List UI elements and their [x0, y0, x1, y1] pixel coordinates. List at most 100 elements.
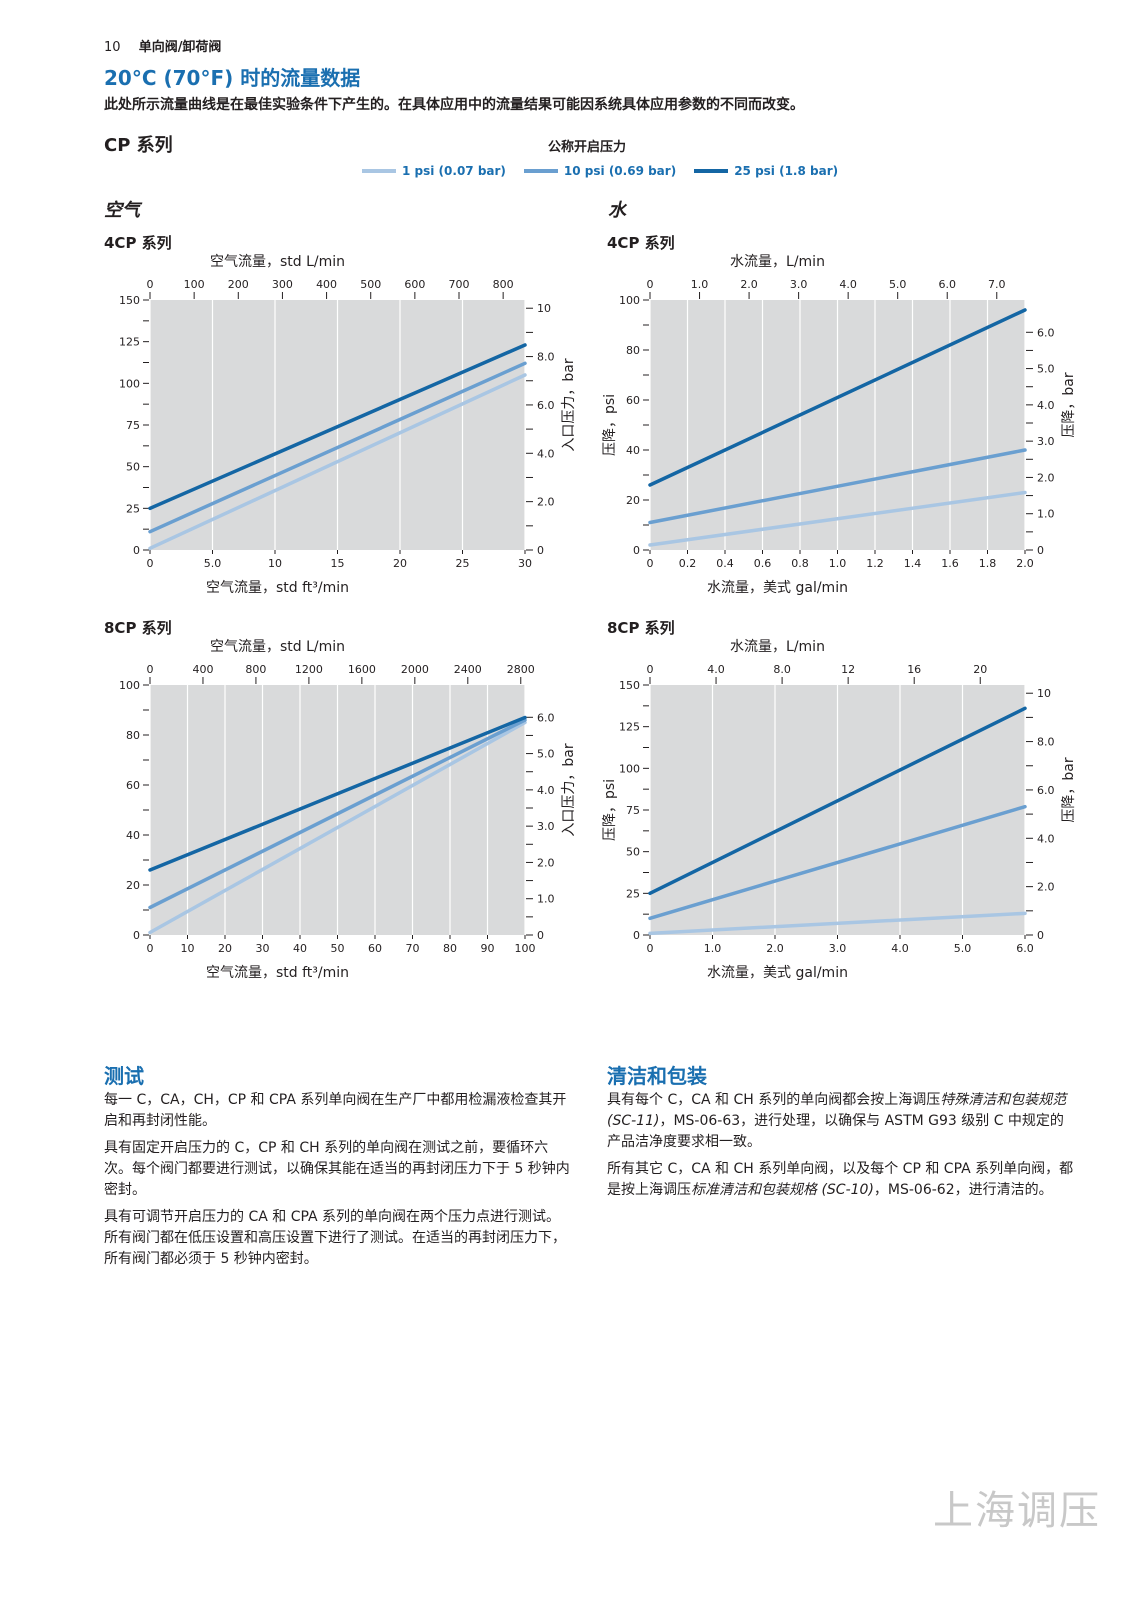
- x-tick-label: 3.0: [829, 942, 847, 955]
- x2-tick-label: 500: [360, 278, 381, 291]
- y2-tick-label: 0: [537, 929, 544, 942]
- x-tick-label: 1.8: [979, 557, 997, 570]
- x2-tick-label: 4.0: [707, 663, 725, 676]
- x2-tick-label: 2000: [401, 663, 429, 676]
- x-tick-label: 0: [647, 557, 654, 570]
- x-axis-label: 空气流量，std ft³/min: [206, 965, 349, 981]
- x2-tick-label: 8.0: [773, 663, 791, 676]
- legend-item-25psi: 25 psi (1.8 bar): [694, 164, 838, 178]
- y2-axis-label: 压降，bar: [1061, 372, 1077, 437]
- x-tick-label: 1.0: [829, 557, 847, 570]
- x-tick-label: 80: [443, 942, 457, 955]
- page-number: 10: [104, 40, 121, 55]
- cleaning-text: 具有每个 C，CA 和 CH 系列的单向阀都会按上海调压特殊清洁和包装规范 (S…: [607, 1090, 1077, 1207]
- x2-tick-label: 0: [647, 663, 654, 676]
- x-tick-label: 6.0: [1016, 942, 1034, 955]
- y2-tick-label: 3.0: [537, 820, 555, 833]
- y2-axis-label: 压降，bar: [1061, 757, 1077, 822]
- y-axis-label: 压降，psi: [602, 394, 618, 456]
- series-line: [148, 361, 527, 534]
- y2-tick-label: 8.0: [1037, 736, 1055, 749]
- x-axis-label: 水流量，美式 gal/min: [707, 580, 848, 596]
- y2-tick-label: 0: [1037, 544, 1044, 557]
- y2-axis-label: 入口压力，bar: [561, 743, 577, 836]
- x2-axis-label: 水流量，L/min: [730, 254, 825, 270]
- x2-axis-label: 水流量，L/min: [730, 639, 825, 655]
- testing-text: 每一 C，CA，CH，CP 和 CPA 系列单向阀在生产厂中都用检漏液检查其开启…: [104, 1090, 574, 1276]
- chart-water-8cp: 0 1.0 2.0 3.0 4.0 5.0 6.00 4.0 8.0 12 16 2002550751…: [602, 639, 1077, 981]
- chart-title-water-4cp: 4CP 系列: [607, 234, 675, 252]
- page-title: 20°C (70°F) 时的流量数据: [104, 66, 361, 90]
- x-tick-label: 0.4: [716, 557, 734, 570]
- series-line: [148, 343, 527, 511]
- x-tick-label: 10: [268, 557, 282, 570]
- y2-tick-label: 4.0: [537, 784, 555, 797]
- legend: 1 psi (0.07 bar) 10 psi (0.69 bar) 25 ps…: [362, 164, 838, 178]
- y2-tick-label: 10: [1037, 687, 1051, 700]
- legend-swatch-1psi: [362, 169, 396, 173]
- legend-item-1psi: 1 psi (0.07 bar): [362, 164, 506, 178]
- x2-tick-label: 2800: [507, 663, 535, 676]
- y-tick-label: 20: [126, 879, 140, 892]
- cleaning-p2-text-end: ，MS-06-62，进行清洁的。: [873, 1182, 1053, 1198]
- x-tick-label: 70: [406, 942, 420, 955]
- x2-axis-label: 空气流量，std L/min: [210, 639, 345, 655]
- x-tick-label: 1.4: [904, 557, 922, 570]
- x-tick-label: 0.6: [754, 557, 772, 570]
- x2-tick-label: 6.0: [938, 278, 956, 291]
- x-tick-label: 4.0: [891, 942, 909, 955]
- x2-axis-label: 空气流量，std L/min: [210, 254, 345, 270]
- series-line: [648, 911, 1027, 936]
- legend-label-25psi: 25 psi (1.8 bar): [734, 164, 839, 178]
- x-tick-label: 15: [331, 557, 345, 570]
- legend-label-1psi: 1 psi (0.07 bar): [402, 164, 506, 178]
- y-tick-label: 100: [119, 377, 140, 390]
- x2-tick-label: 100: [184, 278, 205, 291]
- y-tick-label: 100: [619, 294, 640, 307]
- x2-tick-label: 200: [228, 278, 249, 291]
- y-tick-label: 75: [626, 804, 640, 817]
- series-line: [148, 720, 527, 935]
- y-tick-label: 80: [626, 344, 640, 357]
- y2-tick-label: 5.0: [1037, 363, 1055, 376]
- y-tick-label: 40: [126, 829, 140, 842]
- cleaning-p1-text-end: ，MS-06-63，进行处理，以确保与 ASTM G93 级别 C 中规定的产品…: [607, 1113, 1064, 1150]
- x-tick-label: 30: [256, 942, 270, 955]
- legend-item-10psi: 10 psi (0.69 bar): [523, 164, 677, 178]
- y-tick-label: 60: [626, 394, 640, 407]
- series-line: [148, 718, 527, 910]
- x-tick-label: 100: [515, 942, 536, 955]
- legend-swatch-10psi: [523, 169, 558, 173]
- legend-label-10psi: 10 psi (0.69 bar): [563, 164, 677, 178]
- y2-tick-label: 2.0: [1037, 881, 1055, 894]
- y-tick-label: 75: [126, 419, 140, 432]
- cleaning-heading: 清洁和包装: [607, 1064, 707, 1088]
- cleaning-paragraph-2: 所有其它 C，CA 和 CH 系列单向阀，以及每个 CP 和 CPA 系列单向阀…: [607, 1159, 1077, 1201]
- y-tick-label: 150: [619, 679, 640, 692]
- testing-paragraph: 具有固定开启压力的 C，CP 和 CH 系列的单向阀在测试之前，要循环六次。每个…: [104, 1140, 570, 1198]
- cleaning-spec-sc10: 标准清洁和包装规格 (SC-10): [691, 1182, 874, 1198]
- y-tick-label: 0: [133, 544, 140, 557]
- y-tick-label: 80: [126, 729, 140, 742]
- x2-tick-label: 0: [147, 663, 154, 676]
- x-tick-label: 0.8: [791, 557, 809, 570]
- cleaning-p2-text: 所有其它 C，CA 和 CH 系列单向阀，以及每个 CP 和 CPA 系列单向阀…: [607, 1161, 1074, 1198]
- cleaning-spec-sc11: 特殊清洁和包装规范 (SC-11): [607, 1092, 1067, 1129]
- x2-tick-label: 3.0: [790, 278, 808, 291]
- x-tick-label: 20: [218, 942, 232, 955]
- y-tick-label: 0: [633, 544, 640, 557]
- x-tick-label: 25: [456, 557, 470, 570]
- x-axis-label: 水流量，美式 gal/min: [707, 965, 848, 981]
- x2-tick-label: 400: [192, 663, 213, 676]
- y2-tick-label: 4.0: [537, 447, 555, 460]
- y-tick-label: 0: [633, 929, 640, 942]
- y2-tick-label: 6.0: [1037, 326, 1055, 339]
- x-tick-label: 1.6: [941, 557, 959, 570]
- x2-tick-label: 600: [404, 278, 425, 291]
- y2-tick-label: 10: [537, 302, 551, 315]
- legend-title: 公称开启压力: [548, 140, 627, 155]
- y2-axis-label: 入口压力，bar: [561, 358, 577, 451]
- y2-tick-label: 4.0: [1037, 832, 1055, 845]
- testing-paragraph: 具有可调节开启压力的 CA 和 CPA 系列的单向阀在两个压力点进行测试。所有阀…: [104, 1209, 566, 1267]
- x2-tick-label: 0: [647, 278, 654, 291]
